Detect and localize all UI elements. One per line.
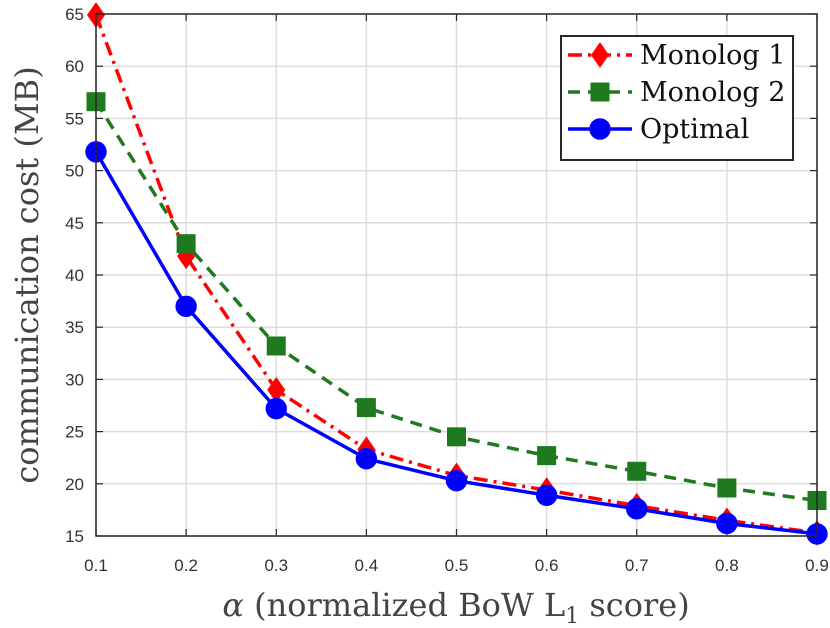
data-point-monolog-2 [537, 446, 557, 466]
y-tick-label: 25 [65, 423, 84, 442]
data-point-monolog-2 [356, 398, 376, 418]
data-point-monolog-2 [447, 427, 466, 447]
data-point-optimal [355, 448, 378, 470]
y-tick-label: 15 [65, 527, 84, 546]
legend: Monolog 1 Monolog 2 Optimal [560, 35, 794, 161]
x-axis-title-subscript: 1 [565, 604, 579, 628]
data-point-optimal [445, 469, 468, 492]
y-tick-label: 65 [65, 5, 84, 24]
data-point-monolog-2 [176, 234, 196, 254]
x-axis-title-symbol: α [222, 586, 244, 624]
data-point-monolog-2 [266, 336, 286, 356]
x-tick-label: 0.8 [715, 556, 739, 575]
x-tick-label: 0.9 [805, 556, 829, 575]
x-tick-label: 0.2 [174, 556, 198, 575]
y-axis-title: communication cost (MB) [8, 66, 46, 483]
y-tick-label: 35 [65, 318, 84, 337]
x-axis-title: α (normalized BoW L1 score) [222, 586, 689, 628]
legend-marker-monolog-2 [590, 82, 610, 102]
y-tick-label: 40 [65, 266, 84, 285]
data-point-optimal [265, 397, 287, 420]
data-point-optimal [626, 498, 648, 520]
legend-label-optimal: Optimal [640, 114, 749, 145]
x-tick-label: 0.7 [625, 556, 649, 575]
y-tick-label: 50 [65, 162, 84, 181]
y-tick-label: 60 [65, 57, 84, 76]
y-tick-label: 20 [65, 475, 84, 494]
legend-label-monolog-2: Monolog 2 [640, 77, 785, 108]
y-tick-label: 55 [65, 109, 84, 128]
tick-labels: 0.1 0.2 0.3 0.4 0.5 0.6 0.7 0.8 0.9 15 20 25 30 35 40 4… [65, 5, 829, 575]
x-tick-label: 0.5 [445, 556, 469, 575]
data-point-monolog-2 [627, 461, 647, 481]
data-point-optimal [535, 484, 558, 506]
legend-label-monolog-1: Monolog 1 [640, 40, 785, 71]
x-tick-label: 0.3 [264, 556, 288, 575]
y-tick-label: 30 [65, 370, 84, 389]
y-tick-label: 45 [65, 214, 84, 233]
legend-marker-monolog-1 [590, 42, 610, 68]
x-axis-title-suffix: score) [579, 586, 690, 624]
legend-marker-optimal [589, 118, 611, 140]
data-point-optimal [175, 295, 197, 318]
data-point-monolog-2 [717, 478, 737, 498]
x-tick-label: 0.6 [535, 556, 559, 575]
x-axis-title-text: (normalized BoW L [244, 586, 565, 624]
x-tick-label: 0.4 [355, 556, 379, 575]
plot-frame [95, 13, 818, 537]
x-tick-label: 0.1 [84, 556, 108, 575]
data-point-optimal [716, 512, 738, 535]
